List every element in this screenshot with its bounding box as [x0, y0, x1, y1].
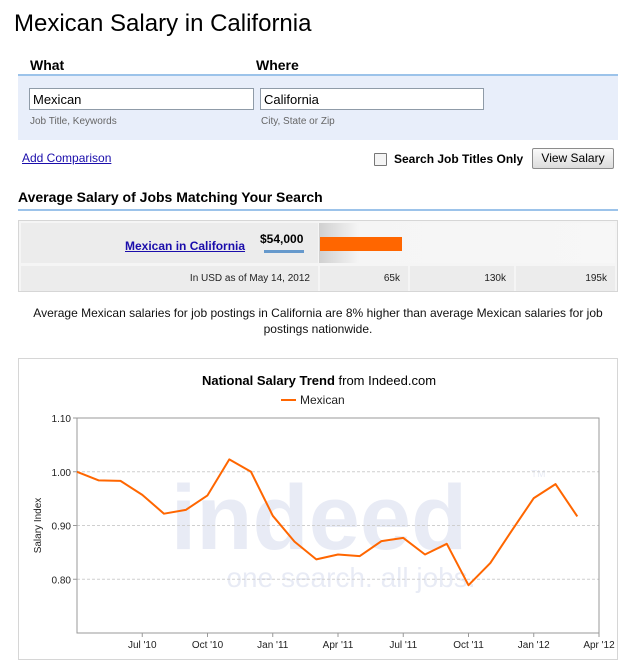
x-tick-label: Jul '11: [389, 640, 417, 651]
salary-bar: [320, 237, 402, 251]
results-heading: Average Salary of Jobs Matching Your Sea…: [18, 189, 618, 211]
what-label: What: [30, 57, 65, 73]
watermark-brand: indeed: [171, 467, 467, 569]
date-cell: In USD as of May 14, 2012: [21, 266, 318, 291]
chart-title: National Salary Trend from Indeed.com: [19, 373, 619, 388]
page-title: Mexican Salary in California: [14, 10, 312, 37]
series-line-mexican: [76, 458, 579, 587]
watermark-tagline: one search. all jobs.: [226, 562, 475, 593]
y-tick-label: 1.00: [52, 468, 72, 479]
chart-title-rest: from Indeed.com: [334, 373, 437, 388]
where-input[interactable]: [260, 88, 484, 110]
scale-tick: 130k: [484, 273, 506, 284]
where-label: Where: [256, 57, 299, 73]
salary-trend-chart: National Salary Trend from Indeed.com in…: [18, 358, 618, 660]
scale-cell-1: 65k: [320, 266, 408, 291]
where-hint: City, State or Zip: [261, 116, 335, 127]
chart-legend: Mexican: [281, 393, 345, 407]
scale-tick: 65k: [383, 273, 400, 284]
currency-note: In USD as of May 14, 2012: [189, 273, 310, 284]
y-tick-label: 0.90: [52, 522, 72, 533]
x-tick-label: Jul '10: [128, 640, 157, 651]
chart-series: [76, 458, 579, 587]
salary-underline: [264, 250, 304, 253]
legend-label-mexican: Mexican: [300, 393, 345, 407]
salary-table: Mexican in California $54,000 In USD as …: [18, 220, 618, 292]
x-tick-label: Apr '11: [323, 640, 354, 651]
what-hint: Job Title, Keywords: [30, 116, 117, 127]
salary-job-cell: Mexican in California $54,000: [21, 223, 318, 263]
indeed-watermark: indeed TM one search. all jobs.: [171, 467, 546, 593]
search-header: What Where: [18, 54, 618, 76]
chart-axes: 0.80 0.90 1.00 1.10 Salary Index Jul '10 Oct '…: [33, 414, 615, 651]
search-body: Job Title, Keywords City, State or Zip: [18, 76, 618, 140]
scale-cell-2: 130k: [410, 266, 514, 291]
job-titles-only-checkbox[interactable]: [374, 153, 387, 166]
job-link[interactable]: Mexican in California: [125, 239, 246, 253]
x-tick-label: Jan '12: [518, 640, 550, 651]
add-comparison-link[interactable]: Add Comparison: [22, 151, 112, 165]
y-tick-label: 1.10: [52, 414, 72, 425]
scale-cell-3: 195k: [516, 266, 615, 291]
x-tick-label: Oct '10: [192, 640, 224, 651]
salary-value: $54,000: [260, 232, 304, 246]
view-salary-button[interactable]: View Salary: [532, 148, 614, 169]
x-tick-label: Jan '11: [257, 640, 289, 651]
y-tick-label: 0.80: [52, 575, 72, 586]
watermark-tm: TM: [531, 469, 545, 480]
x-tick-label: Oct '11: [453, 640, 484, 651]
y-axis-label: Salary Index: [33, 498, 44, 554]
search-panel: What Where Job Title, Keywords City, Sta…: [18, 54, 618, 140]
x-tick-label: Apr '12: [583, 640, 615, 651]
chart-svg: indeed TM one search. all jobs. 0.80 0.90…: [33, 393, 615, 651]
salary-summary: Average Mexican salaries for job posting…: [33, 306, 603, 336]
what-input[interactable]: [29, 88, 254, 110]
job-titles-only-label: Search Job Titles Only: [394, 152, 524, 166]
chart-title-bold: National Salary Trend: [201, 373, 335, 388]
scale-tick: 195k: [585, 273, 607, 284]
